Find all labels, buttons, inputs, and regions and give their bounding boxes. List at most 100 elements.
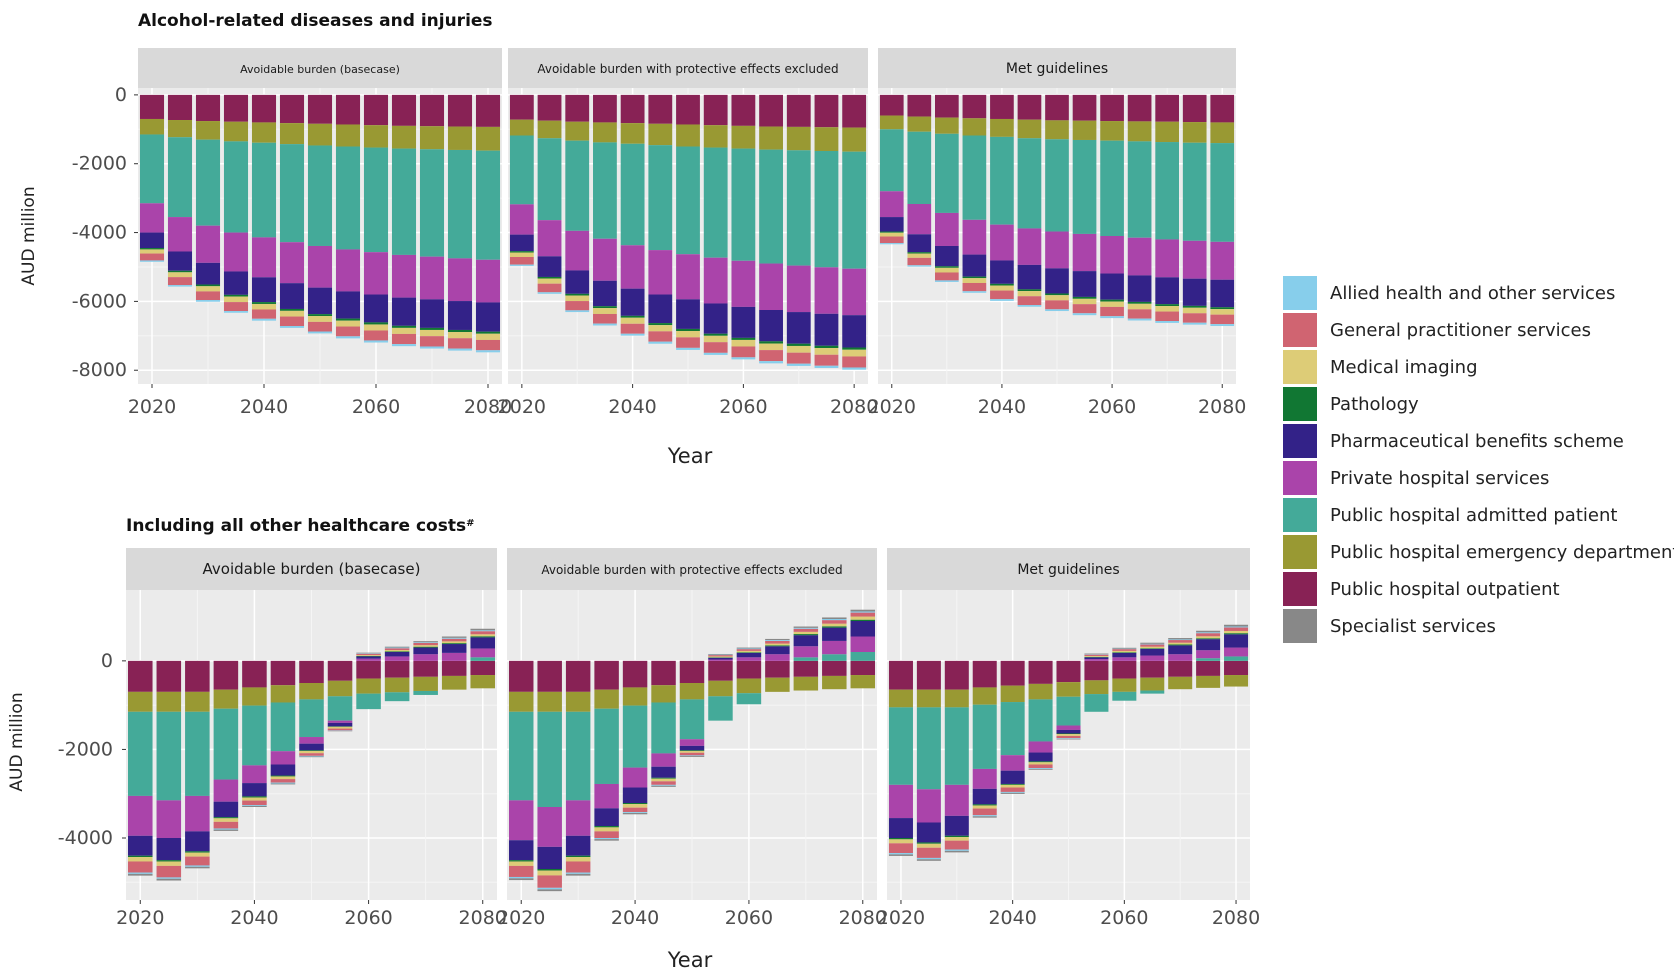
legend-item: General practitioner services: [1283, 313, 1591, 347]
bar-segment: [413, 641, 438, 643]
bar-segment: [167, 285, 193, 287]
bar-segment: [508, 840, 534, 861]
bar-segment: [384, 651, 410, 652]
bar-segment: [1000, 784, 1025, 788]
bar-segment: [1028, 752, 1053, 762]
bar-segment: [676, 94, 700, 125]
bar-segment: [270, 779, 296, 783]
bar-segment: [335, 146, 361, 250]
bar-segment: [509, 264, 534, 266]
bar-segment: [419, 256, 445, 300]
bar-segment: [1182, 307, 1207, 314]
bar-segment: [413, 642, 438, 643]
bar-segment: [470, 634, 496, 637]
bar-segment: [679, 752, 705, 756]
bar-segment: [708, 653, 733, 655]
bar-segment: [195, 291, 221, 301]
bar-segment: [537, 711, 562, 807]
bar-segment: [509, 94, 534, 120]
bar-segment: [441, 641, 467, 644]
bar-segment: [213, 708, 239, 780]
x-tick-label: 2060: [719, 396, 767, 418]
bar-segment: [419, 299, 445, 328]
bar-segment: [594, 827, 619, 832]
bar-segment: [1017, 291, 1042, 297]
bar-segment: [1084, 655, 1109, 657]
legend-item: Public hospital admitted patient: [1283, 498, 1617, 532]
bar-segment: [413, 676, 438, 691]
bar-segment: [972, 660, 997, 688]
bar-segment: [537, 869, 562, 871]
bar-segment: [1196, 632, 1221, 634]
facet-panel: Avoidable burden (basecase) 2020 2040 2060 2…: [58, 548, 507, 929]
bar-segment: [185, 660, 210, 692]
bar-segment: [475, 259, 501, 303]
bar-segment: [565, 295, 590, 302]
bar-segment: [1100, 273, 1124, 300]
bar-segment: [765, 643, 790, 646]
bar-segment: [185, 831, 210, 852]
bar-segment: [1056, 738, 1081, 739]
bar-segment: [447, 329, 473, 333]
facet-label: Avoidable burden with protective effects…: [541, 563, 842, 577]
bar-segment: [944, 784, 969, 816]
bar-segment: [335, 320, 361, 327]
bar-segment: [620, 317, 645, 324]
bar-segment: [565, 230, 590, 271]
bar-segment: [935, 272, 959, 281]
bar-segment: [213, 829, 239, 831]
bar-segment: [1112, 649, 1137, 651]
bar-segment: [622, 803, 648, 805]
legend-swatch: [1283, 461, 1317, 495]
bar-segment: [1224, 656, 1249, 661]
bar-segment: [879, 243, 904, 245]
bar-segment: [1182, 94, 1207, 123]
bar-segment: [509, 135, 534, 205]
x-tick-label: 2060: [1088, 396, 1136, 418]
bar-segment: [565, 293, 590, 296]
bar-segment: [1224, 660, 1249, 676]
bar-segment: [676, 299, 700, 329]
bar-segment: [850, 609, 876, 612]
legend-swatch: [1283, 609, 1317, 643]
bar-segment: [167, 277, 193, 286]
bar-segment: [593, 313, 617, 324]
bar-segment: [139, 94, 165, 119]
bar-segment: [703, 333, 728, 336]
bar-segment: [419, 327, 445, 330]
bar-segment: [1100, 94, 1124, 122]
bar-segment: [356, 655, 381, 656]
bar-segment: [822, 620, 847, 624]
bar-segment: [327, 720, 353, 723]
bar-segment: [1127, 237, 1152, 276]
legend: Allied health and other services General …: [1283, 276, 1674, 643]
bar-segment: [1072, 296, 1097, 299]
bar-segment: [1028, 699, 1053, 742]
bar-segment: [1084, 694, 1109, 712]
bar-segment: [1140, 643, 1165, 645]
bar-segment: [223, 141, 249, 233]
bar-segment: [1000, 755, 1025, 771]
bar-segment: [565, 855, 591, 858]
legend-label: Public hospital admitted patient: [1330, 505, 1617, 526]
bar-segment: [935, 117, 959, 134]
bar-segment: [475, 126, 501, 151]
bar-segment: [537, 120, 562, 139]
bar-segment: [139, 203, 165, 233]
bar-segment: [708, 657, 733, 660]
x-tick-label: 2080: [459, 907, 507, 929]
bar-segment: [879, 129, 904, 192]
bar-segment: [167, 137, 193, 218]
bar-segment: [1028, 768, 1053, 769]
facet-panel: Met guidelines 2020 2040 2060 2080: [877, 548, 1260, 929]
bar-segment: [508, 878, 534, 881]
facet-label: Met guidelines: [1017, 562, 1119, 578]
bar-segment: [139, 248, 165, 250]
bar-segment: [1127, 275, 1152, 302]
bar-segment: [1045, 120, 1069, 140]
bar-segment: [242, 796, 267, 798]
legend-item: Pathology: [1283, 387, 1419, 421]
bar-segment: [413, 646, 438, 648]
bar-segment: [731, 337, 756, 340]
